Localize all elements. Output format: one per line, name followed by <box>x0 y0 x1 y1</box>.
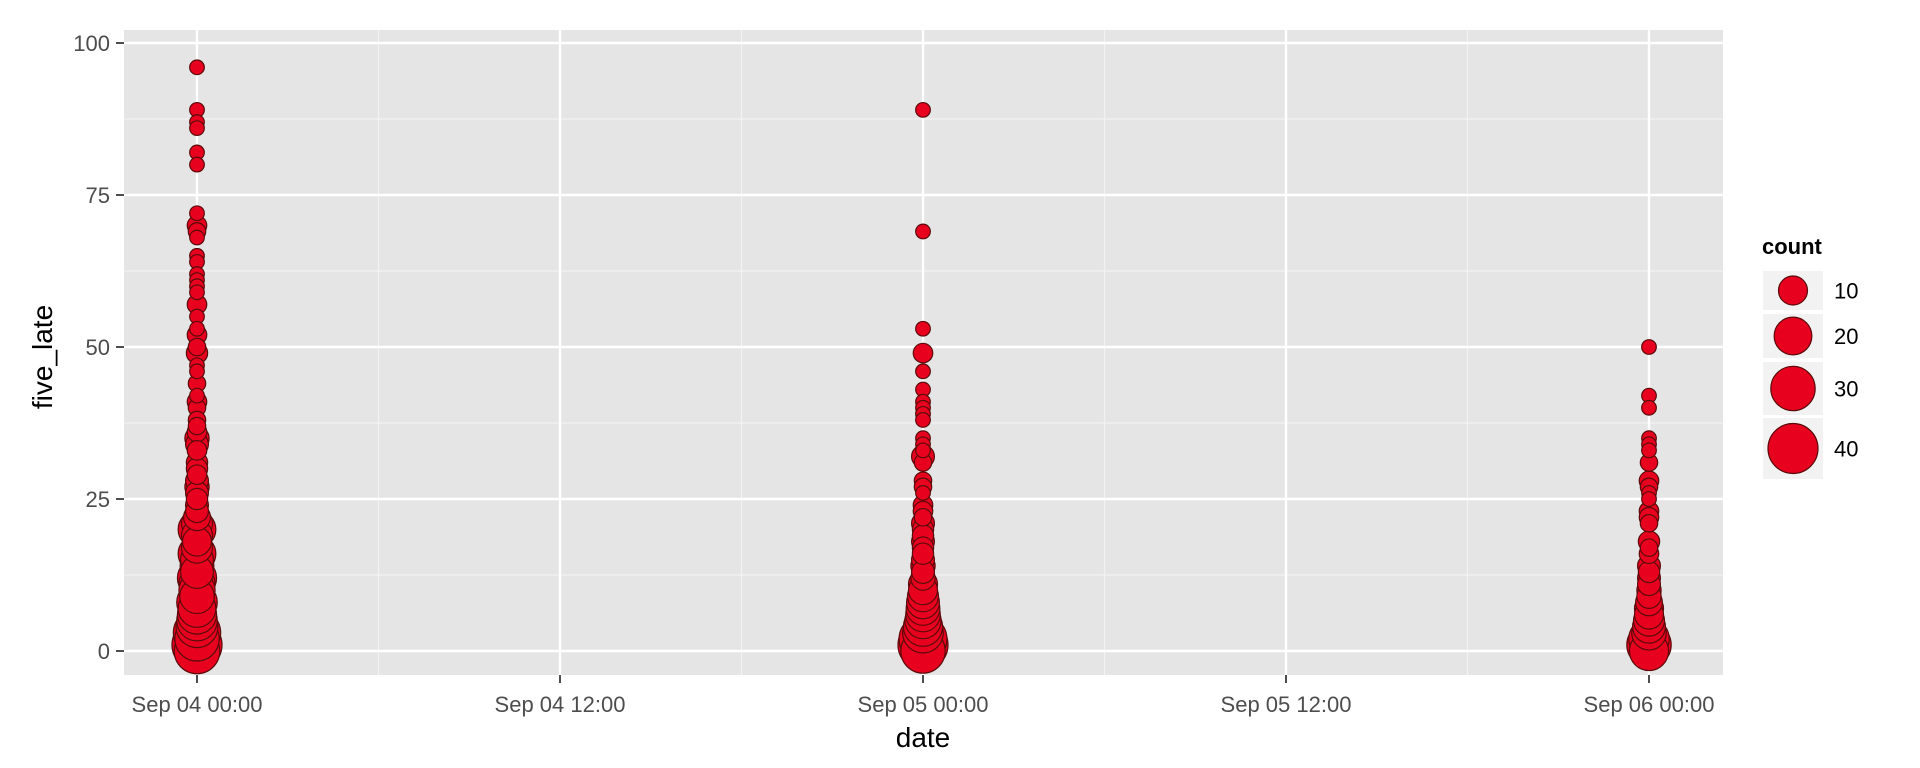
x-tick-label: Sep 06 00:00 <box>1584 692 1715 717</box>
data-point <box>1639 538 1659 557</box>
y-axis-title: five_late <box>27 305 58 409</box>
data-point <box>1641 442 1657 459</box>
data-point <box>915 442 931 459</box>
data-point <box>1637 560 1661 584</box>
data-point <box>1641 491 1657 507</box>
data-point <box>187 416 207 436</box>
data-point <box>915 101 931 118</box>
data-point <box>915 412 931 428</box>
data-point <box>189 363 205 380</box>
legend-label: 20 <box>1834 324 1858 349</box>
x-tick-label: Sep 04 12:00 <box>495 692 626 717</box>
data-point <box>915 320 931 337</box>
data-point <box>1639 514 1659 533</box>
legend-key-point <box>1770 365 1816 412</box>
legend-title: count <box>1762 234 1823 259</box>
data-point <box>185 487 209 511</box>
legend-key-point <box>1767 422 1819 475</box>
x-axis: Sep 04 00:00 Sep 04 12:00 Sep 05 00:00 Sep … <box>132 675 1715 717</box>
data-point <box>915 363 931 380</box>
legend: count 10 20 30 40 <box>1761 234 1858 481</box>
x-axis-title: date <box>896 722 951 753</box>
x-tick-label: Sep 05 00:00 <box>858 692 989 717</box>
legend-key-point <box>1777 275 1809 306</box>
y-tick-label: 50 <box>86 335 110 360</box>
data-point <box>189 120 205 137</box>
legend-label: 30 <box>1834 377 1858 402</box>
legend-label: 10 <box>1834 279 1858 304</box>
data-point <box>189 320 205 337</box>
data-point <box>187 337 207 357</box>
data-point <box>915 485 931 501</box>
data-point <box>1641 339 1657 355</box>
data-point <box>189 387 205 404</box>
data-points <box>171 59 1672 675</box>
data-point <box>1641 399 1657 416</box>
y-tick-label: 0 <box>98 639 110 664</box>
data-point <box>186 464 208 486</box>
data-point <box>915 223 931 240</box>
data-point <box>189 229 205 246</box>
data-point <box>186 440 208 461</box>
y-tick-label: 100 <box>73 31 110 56</box>
data-point <box>189 284 205 301</box>
x-tick-label: Sep 05 12:00 <box>1221 692 1352 717</box>
data-point <box>189 205 205 222</box>
legend-label: 40 <box>1834 437 1858 462</box>
data-point <box>913 507 933 527</box>
y-tick-label: 25 <box>86 487 110 512</box>
data-point <box>911 542 935 565</box>
data-point <box>912 342 934 364</box>
y-tick-label: 75 <box>86 183 110 208</box>
x-tick-label: Sep 04 00:00 <box>132 692 263 717</box>
data-point <box>189 59 205 76</box>
data-point <box>189 156 205 173</box>
y-axis: 0 25 50 75 100 <box>73 31 124 664</box>
legend-key-point <box>1773 316 1813 356</box>
data-point <box>181 526 213 557</box>
